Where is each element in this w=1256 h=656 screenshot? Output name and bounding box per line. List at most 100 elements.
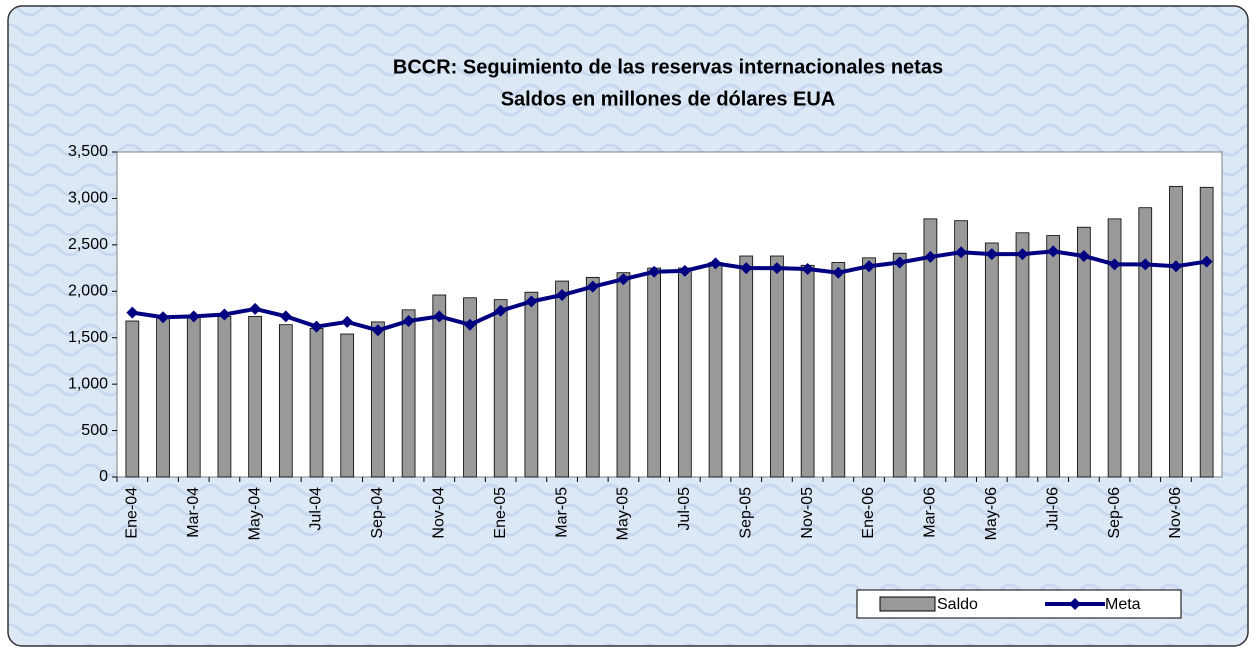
- bar: [708, 262, 723, 478]
- line-marker: [1108, 258, 1121, 271]
- x-tick-label: Jul-04: [308, 487, 325, 531]
- x-tick-label: Mar-05: [553, 487, 570, 538]
- x-tick-label: Ene-04: [124, 487, 141, 539]
- bar: [984, 242, 999, 478]
- line-marker: [126, 306, 139, 319]
- bar: [1046, 235, 1061, 478]
- y-tick-label: 3,000: [68, 190, 108, 207]
- y-tick-label: 2,500: [68, 236, 108, 253]
- line-marker: [985, 248, 998, 261]
- bar: [585, 276, 600, 478]
- bar: [678, 267, 692, 478]
- bar: [125, 320, 140, 478]
- y-tick-label: 1,500: [68, 329, 108, 346]
- bar: [616, 272, 631, 478]
- line-marker: [893, 256, 906, 269]
- line-marker: [157, 311, 170, 324]
- bar: [892, 252, 907, 478]
- plot-area: [116, 151, 1223, 478]
- x-tick-label: May-04: [246, 487, 263, 540]
- bar: [1015, 232, 1030, 478]
- line-marker: [1200, 255, 1213, 268]
- bar: [524, 291, 539, 478]
- legend-label: Saldo: [937, 596, 978, 613]
- bar: [432, 294, 447, 478]
- bar: [463, 297, 477, 478]
- line-marker: [832, 266, 845, 279]
- y-tick-label: 1,000: [68, 375, 108, 392]
- x-tick-label: Jul-06: [1044, 487, 1061, 531]
- line-marker: [341, 315, 354, 328]
- x-tick-label: May-06: [983, 487, 1000, 540]
- chart-title: BCCR: Seguimiento de las reservas intern…: [393, 56, 943, 78]
- y-tick-label: 0: [99, 468, 108, 485]
- line-marker: [1016, 248, 1029, 261]
- line-marker: [1047, 245, 1060, 258]
- bar: [1169, 185, 1183, 478]
- bar: [862, 257, 876, 478]
- line-marker: [1139, 258, 1152, 271]
- line-marker: [494, 304, 507, 317]
- line-marker: [556, 289, 569, 301]
- bar: [739, 255, 754, 478]
- bar: [186, 315, 201, 478]
- legend-swatch: [879, 596, 936, 612]
- bar: [1107, 218, 1122, 478]
- line-marker: [709, 257, 722, 270]
- line-marker: [740, 262, 753, 275]
- line-marker: [433, 310, 446, 323]
- y-tick-label: 2,000: [68, 283, 108, 300]
- x-tick-label: May-05: [615, 487, 632, 540]
- bar: [217, 315, 232, 478]
- x-tick-label: Mar-04: [185, 487, 202, 538]
- line-marker: [371, 324, 384, 337]
- bar: [647, 267, 661, 478]
- x-tick-label: Ene-06: [860, 487, 877, 539]
- bar: [401, 309, 416, 478]
- line-marker: [648, 265, 661, 278]
- bar: [923, 218, 938, 478]
- line-marker: [801, 263, 814, 275]
- y-tick-label: 3,500: [68, 143, 108, 160]
- bar: [954, 220, 968, 478]
- line-marker: [463, 318, 476, 331]
- bar: [1138, 207, 1153, 478]
- bar: [278, 324, 293, 478]
- bar: [1199, 186, 1214, 478]
- line-marker: [770, 262, 783, 275]
- line-marker: [310, 320, 323, 333]
- bar: [493, 299, 508, 478]
- line-marker: [617, 273, 630, 286]
- bar: [831, 262, 846, 478]
- line-marker: [678, 264, 691, 277]
- bar: [770, 255, 784, 478]
- line-marker: [525, 295, 538, 308]
- bar: [371, 321, 385, 478]
- line-marker: [279, 310, 292, 323]
- chart-subtitle: Saldos en millones de dólares EUA: [501, 88, 836, 110]
- bar: [248, 315, 262, 478]
- x-tick-label: Ene-05: [492, 487, 509, 539]
- line-marker: [218, 308, 231, 321]
- line-marker: [402, 315, 415, 327]
- x-tick-label: Nov-06: [1167, 487, 1184, 539]
- x-tick-label: Jul-05: [676, 487, 693, 531]
- line-marker: [1077, 250, 1090, 262]
- x-tick-label: Mar-06: [922, 487, 939, 538]
- line-marker: [924, 250, 937, 263]
- x-tick-label: Nov-05: [799, 487, 816, 539]
- bar: [340, 333, 355, 478]
- x-tick-label: Sep-05: [737, 487, 754, 539]
- bar: [1077, 226, 1091, 478]
- bar: [555, 280, 569, 478]
- legend: Saldo Meta: [856, 589, 1182, 619]
- bar: [156, 317, 170, 478]
- line-marker: [1169, 260, 1182, 273]
- x-tick-label: Sep-06: [1106, 487, 1123, 539]
- legend-swatch-marker: [1069, 598, 1081, 610]
- legend-label: Meta: [1105, 596, 1141, 613]
- line-marker: [955, 246, 968, 259]
- bar: [309, 328, 324, 478]
- x-tick-label: Sep-04: [369, 487, 386, 539]
